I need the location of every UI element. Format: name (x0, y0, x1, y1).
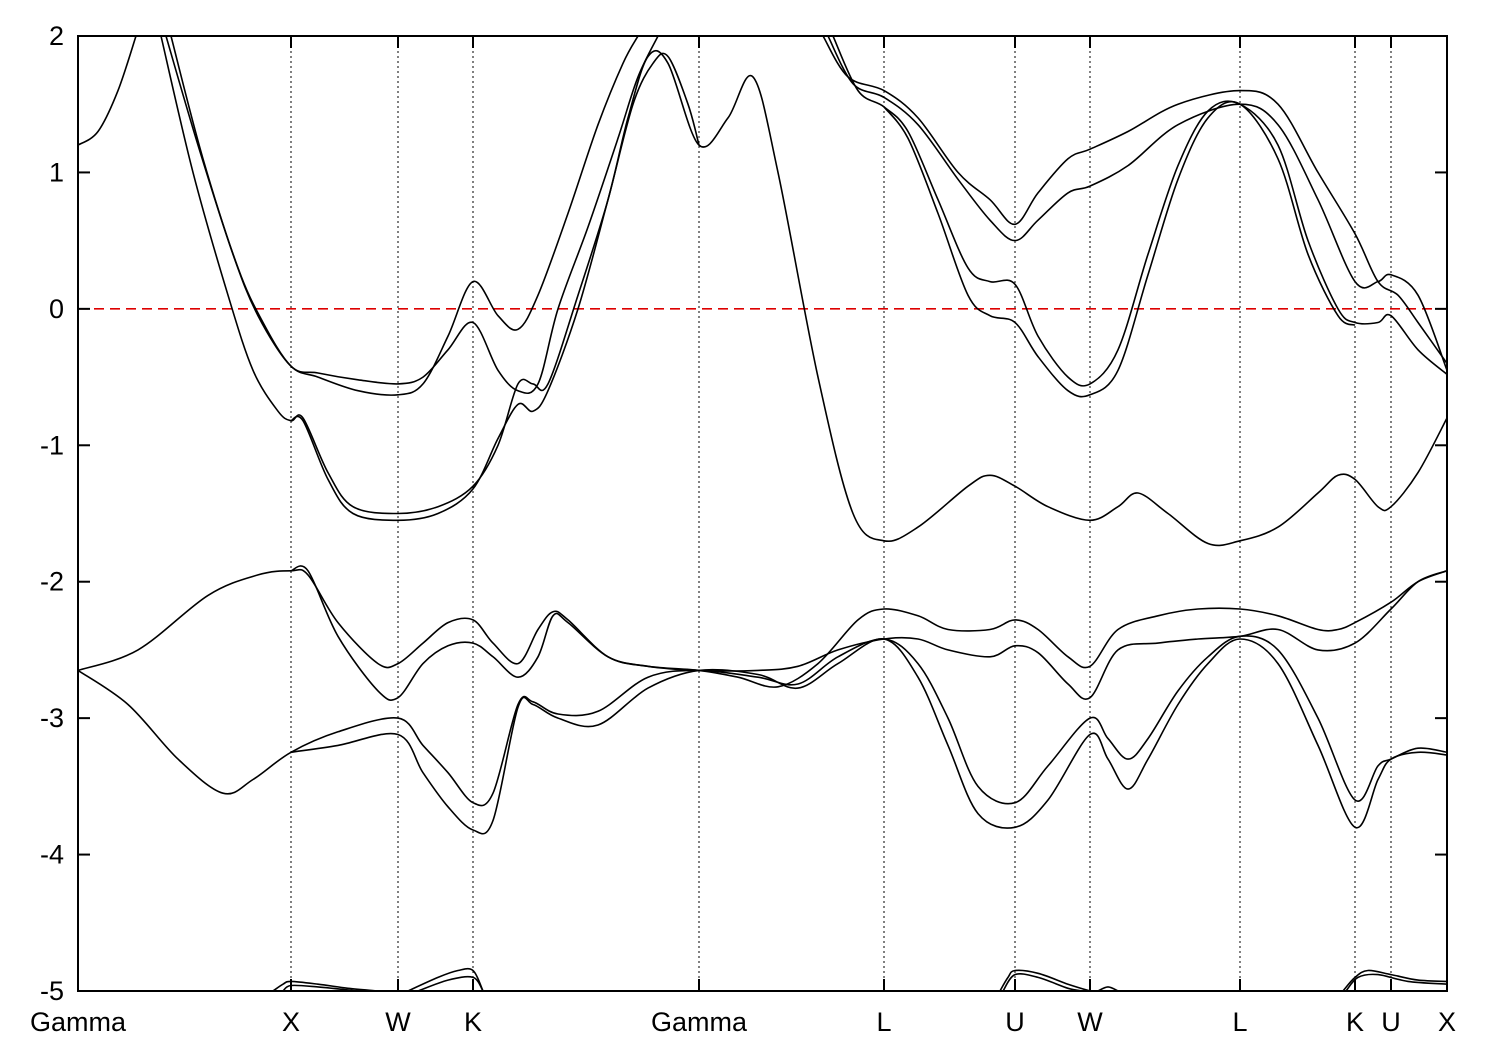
y-tick-label-6: -4 (40, 840, 64, 870)
band-line-20 (1342, 969, 1447, 991)
band-line-1 (165, 36, 659, 395)
band-line-13 (272, 980, 379, 991)
kpoint-label-5: L (876, 1007, 891, 1037)
kpoint-label-7: W (1077, 1007, 1103, 1037)
kpoint-label-9: K (1346, 1007, 1364, 1037)
high-symmetry-gridlines (290, 36, 1392, 991)
y-tick-label-5: -3 (40, 703, 64, 733)
kpoint-label-3: K (464, 1007, 482, 1037)
band-line-7 (832, 36, 1447, 387)
y-tick-label-7: -5 (40, 976, 64, 1006)
band-line-15 (407, 967, 484, 991)
kpoint-label-1: X (282, 1007, 300, 1037)
band-line-19 (1097, 986, 1119, 991)
y-tick-label-0: 2 (49, 21, 64, 51)
y-axis-ticks: 2 1 0 -1 -2 -3 -4 -5 (40, 21, 1447, 1006)
band-line-18 (1002, 972, 1084, 991)
y-tick-label-1: 1 (49, 157, 64, 187)
band-line-10 (290, 565, 1447, 702)
band-line-0 (78, 36, 137, 146)
band-line-14 (282, 984, 359, 991)
y-tick-label-2: 0 (49, 294, 64, 324)
band-line-11 (78, 635, 1447, 807)
kpoint-label-11: X (1438, 1007, 1456, 1037)
band-line-16 (417, 975, 484, 991)
y-tick-label-4: -2 (40, 567, 64, 597)
kpoint-label-10: U (1381, 1007, 1401, 1037)
band-line-21 (1345, 973, 1447, 991)
band-line-12 (290, 638, 1447, 835)
band-line-4 (290, 52, 700, 522)
y-tick-label-3: -1 (40, 430, 64, 460)
band-line-9 (78, 568, 1447, 688)
band-line-5 (822, 36, 1447, 364)
band-line-6 (827, 36, 1447, 371)
band-line-2 (170, 36, 639, 396)
kpoint-label-8: L (1232, 1007, 1247, 1037)
band-line-3 (160, 36, 1447, 547)
band-line-17 (999, 969, 1091, 991)
band-lines-layer (78, 36, 1447, 991)
kpoint-label-0: Gamma (30, 1007, 127, 1037)
kpoint-label-6: U (1005, 1007, 1025, 1037)
band-line-8 (883, 100, 1356, 398)
kpoint-label-4: Gamma (651, 1007, 748, 1037)
plot-frame (77, 35, 1448, 992)
kpoint-label-2: W (385, 1007, 411, 1037)
x-axis-ticks: Gamma X W K Gamma L U W L K U X (30, 36, 1456, 1037)
